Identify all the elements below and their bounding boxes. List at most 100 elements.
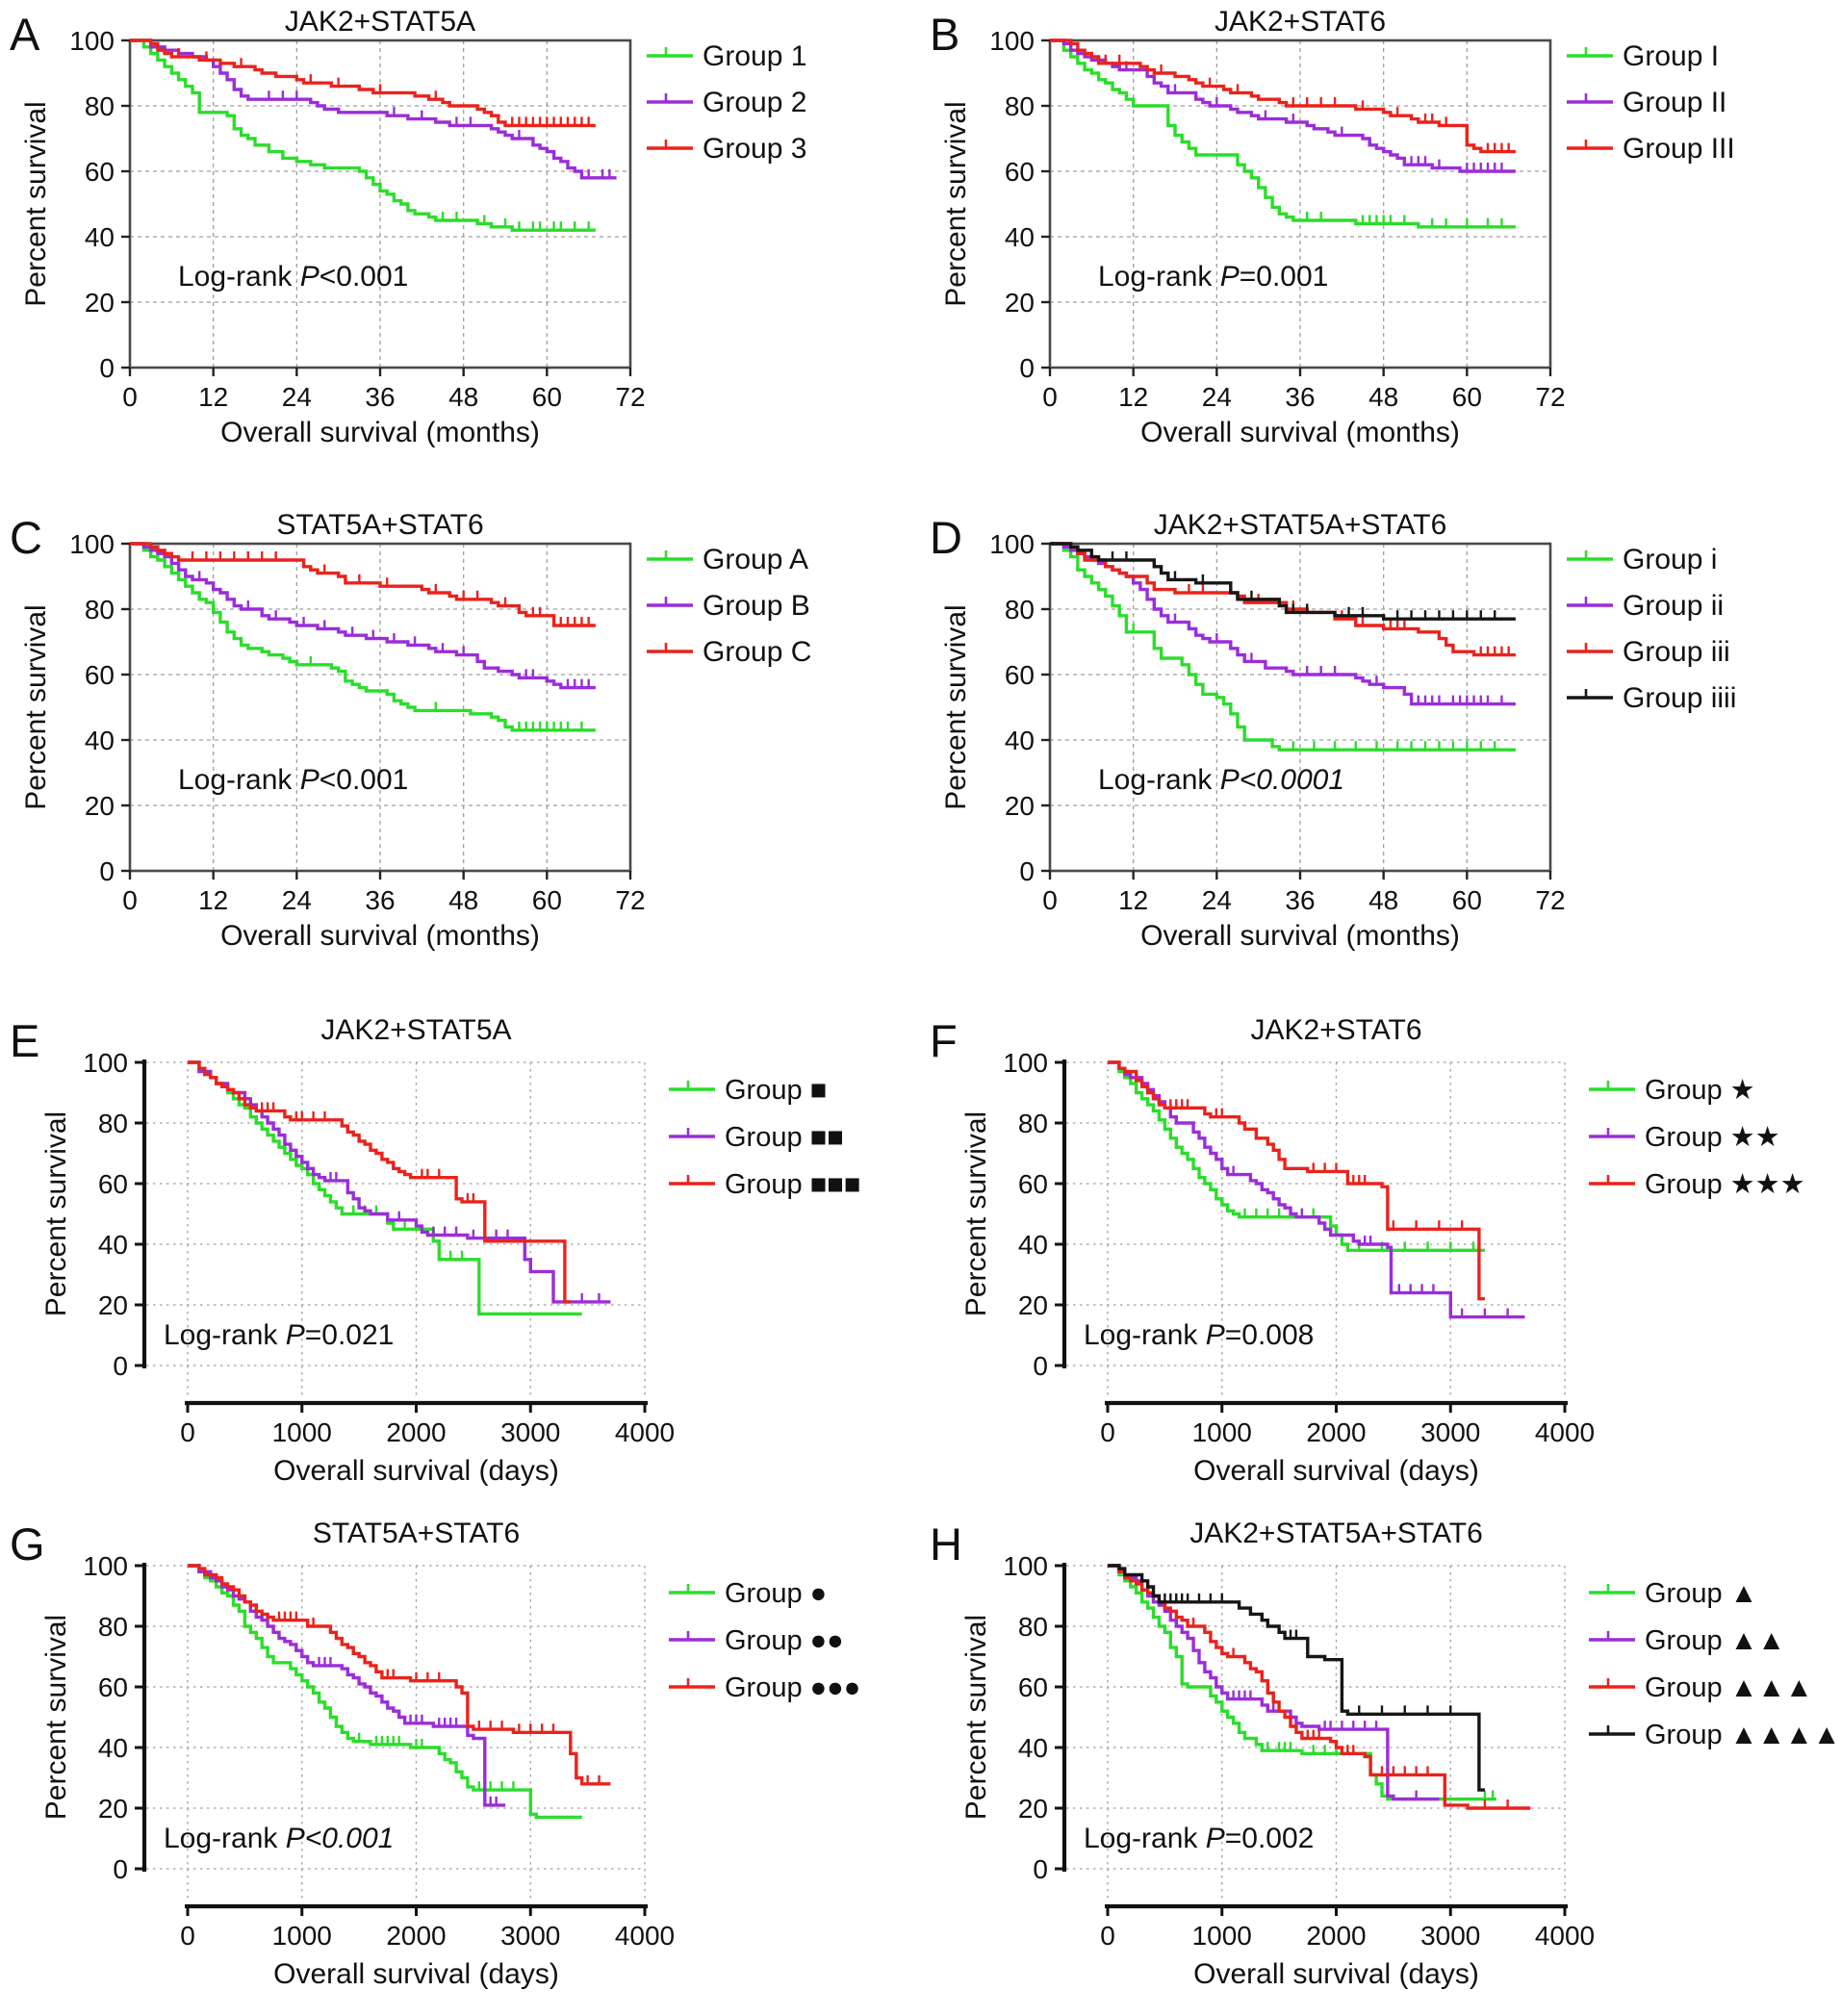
legend-item-Group 3: Group 3 xyxy=(647,133,806,165)
y-axis-label: Percent survival xyxy=(940,604,972,809)
censor-ticks-Group i xyxy=(1132,623,1496,750)
panel-H: 0 20 40 60 80 100 0 1000 2000 3000 4000 Overall sur… xyxy=(920,1510,1841,2013)
y-tick-label: 20 xyxy=(98,1290,128,1320)
y-tick-label: 60 xyxy=(1018,1672,1048,1702)
y-tick-label: 0 xyxy=(113,1351,128,1381)
legend-item-Group iii: Group iii xyxy=(1567,636,1730,668)
x-tick-label: 0 xyxy=(1100,1921,1115,1951)
pvalue-text: Log-rank P<0.0001 xyxy=(1098,764,1344,796)
panel-A-svg: 0 20 40 60 80 100 0 12 24 36 48 60 72 Overall surviva… xyxy=(10,6,806,448)
panel-title: JAK2+STAT5A+STAT6 xyxy=(1189,1518,1483,1549)
y-tick-label: 100 xyxy=(1003,1048,1048,1078)
panel-letter: F xyxy=(930,1015,958,1066)
x-tick-label: 4000 xyxy=(615,1921,675,1951)
gridlines xyxy=(1066,1565,1566,1902)
panel-F: 0 20 40 60 80 100 0 1000 2000 3000 4000 Overall sur… xyxy=(920,1007,1841,1510)
y-tick-label: 100 xyxy=(69,26,115,56)
y-tick-label: 80 xyxy=(1005,595,1035,625)
panel-title: JAK2+STAT6 xyxy=(1215,6,1386,38)
legend-label: Group ■■ xyxy=(725,1122,844,1153)
x-tick-label: 24 xyxy=(282,885,312,915)
y-tick-label: 100 xyxy=(83,1551,128,1581)
panel-letter: C xyxy=(10,512,42,563)
censor-ticks-Group ▲ xyxy=(1266,1742,1495,1799)
x-tick-label: 12 xyxy=(1118,382,1148,412)
panel-C: 0 20 40 60 80 100 0 12 24 36 48 60 72 Overall surviva… xyxy=(0,503,920,1007)
legend-label: Group ★ xyxy=(1645,1075,1755,1106)
x-tick-label: 72 xyxy=(1535,382,1565,412)
pvalue-text: Log-rank P<0.001 xyxy=(178,261,408,293)
y-tick-label: 60 xyxy=(1005,157,1035,187)
y-tick-label: 100 xyxy=(989,26,1035,56)
x-axis-label: Overall survival (days) xyxy=(273,1455,559,1487)
x-tick-label: 36 xyxy=(365,885,395,915)
x-tick-label: 48 xyxy=(448,885,478,915)
y-tick-label: 20 xyxy=(98,1794,128,1824)
censor-ticks-Group ▲▲▲▲ xyxy=(1163,1593,1452,1714)
legend-item-Group ▲: Group ▲ xyxy=(1589,1578,1757,1609)
x-axis-label: Overall survival (days) xyxy=(1193,1455,1479,1487)
x-tick-label: 0 xyxy=(122,885,138,915)
y-tick-label: 40 xyxy=(98,1733,128,1763)
y-tick-label: 40 xyxy=(1018,1230,1048,1260)
y-tick-label: 40 xyxy=(85,726,115,755)
legend-item-Group 2: Group 2 xyxy=(647,87,806,118)
x-axis-label: Overall survival (months) xyxy=(1140,417,1460,448)
legend-item-Group ●●●: Group ●●● xyxy=(669,1672,860,1703)
panel-D: 0 20 40 60 80 100 0 12 24 36 48 60 72 Overall surviva… xyxy=(920,503,1841,1007)
x-tick-label: 3000 xyxy=(500,1921,560,1951)
y-tick-label: 100 xyxy=(69,529,115,559)
censor-ticks-Group 1 xyxy=(441,212,590,230)
x-axis-label: Overall survival (months) xyxy=(220,920,540,952)
x-tick-label: 60 xyxy=(1452,885,1482,915)
series-Group 3 xyxy=(130,38,596,128)
y-tick-label: 80 xyxy=(85,595,115,625)
legend-label: Group ●● xyxy=(725,1625,844,1656)
y-tick-label: 0 xyxy=(113,1854,128,1884)
y-tick-label: 40 xyxy=(98,1230,128,1260)
x-axis-label: Overall survival (months) xyxy=(1140,920,1460,952)
legend: Group A Group B Group C xyxy=(647,544,811,668)
x-tick-label: 1000 xyxy=(1192,1417,1252,1447)
x-tick-label: 3000 xyxy=(1420,1417,1480,1447)
panel-G: 0 20 40 60 80 100 0 1000 2000 3000 4000 Overall sur… xyxy=(0,1510,920,2013)
legend-label: Group ▲▲ xyxy=(1645,1625,1785,1656)
legend-label: Group ● xyxy=(725,1578,827,1609)
axis-ticks xyxy=(135,1564,647,1916)
y-tick-label: 40 xyxy=(85,222,115,252)
panel-D-svg: 0 20 40 60 80 100 0 12 24 36 48 60 72 Overall surviva… xyxy=(930,509,1736,952)
y-tick-label: 80 xyxy=(98,1612,128,1642)
pvalue-text: Log-rank P=0.002 xyxy=(1084,1823,1314,1854)
y-tick-label: 40 xyxy=(1018,1733,1048,1763)
censor-ticks-Group ●●● xyxy=(277,1611,601,1783)
axis-ticks xyxy=(1041,542,1552,880)
panel-title: JAK2+STAT5A+STAT6 xyxy=(1154,509,1447,541)
censor-ticks-Group ● xyxy=(357,1732,515,1790)
legend-item-Group II: Group II xyxy=(1567,87,1726,118)
pvalue-text: Log-rank P<0.001 xyxy=(178,764,408,796)
censor-ticks-Group I xyxy=(1306,212,1503,226)
y-tick-label: 0 xyxy=(99,353,115,383)
censor-ticks-Group ■■ xyxy=(329,1171,601,1301)
x-tick-label: 12 xyxy=(1118,885,1148,915)
x-axis-label: Overall survival (days) xyxy=(273,1958,559,1990)
censor-ticks-Group 2 xyxy=(268,90,611,177)
x-tick-label: 72 xyxy=(1535,885,1565,915)
legend-item-Group iiii: Group iiii xyxy=(1567,682,1736,714)
legend-label: Group II xyxy=(1623,87,1726,118)
series-Group ★ xyxy=(1108,1060,1485,1252)
legend-item-Group ●●: Group ●● xyxy=(669,1625,844,1656)
y-tick-label: 0 xyxy=(1019,353,1035,383)
censor-ticks-Group ●● xyxy=(318,1656,498,1804)
y-axis-label: Percent survival xyxy=(40,1111,72,1316)
legend-label: Group ▲▲▲▲ xyxy=(1645,1720,1840,1750)
x-tick-label: 0 xyxy=(180,1417,195,1447)
x-tick-label: 72 xyxy=(615,382,645,412)
y-tick-label: 0 xyxy=(1033,1854,1048,1884)
axis-ticks xyxy=(135,1060,647,1413)
series-Group ii xyxy=(1050,542,1516,706)
legend-item-Group ★★: Group ★★ xyxy=(1589,1122,1780,1153)
legend-item-Group ▲▲: Group ▲▲ xyxy=(1589,1625,1785,1656)
